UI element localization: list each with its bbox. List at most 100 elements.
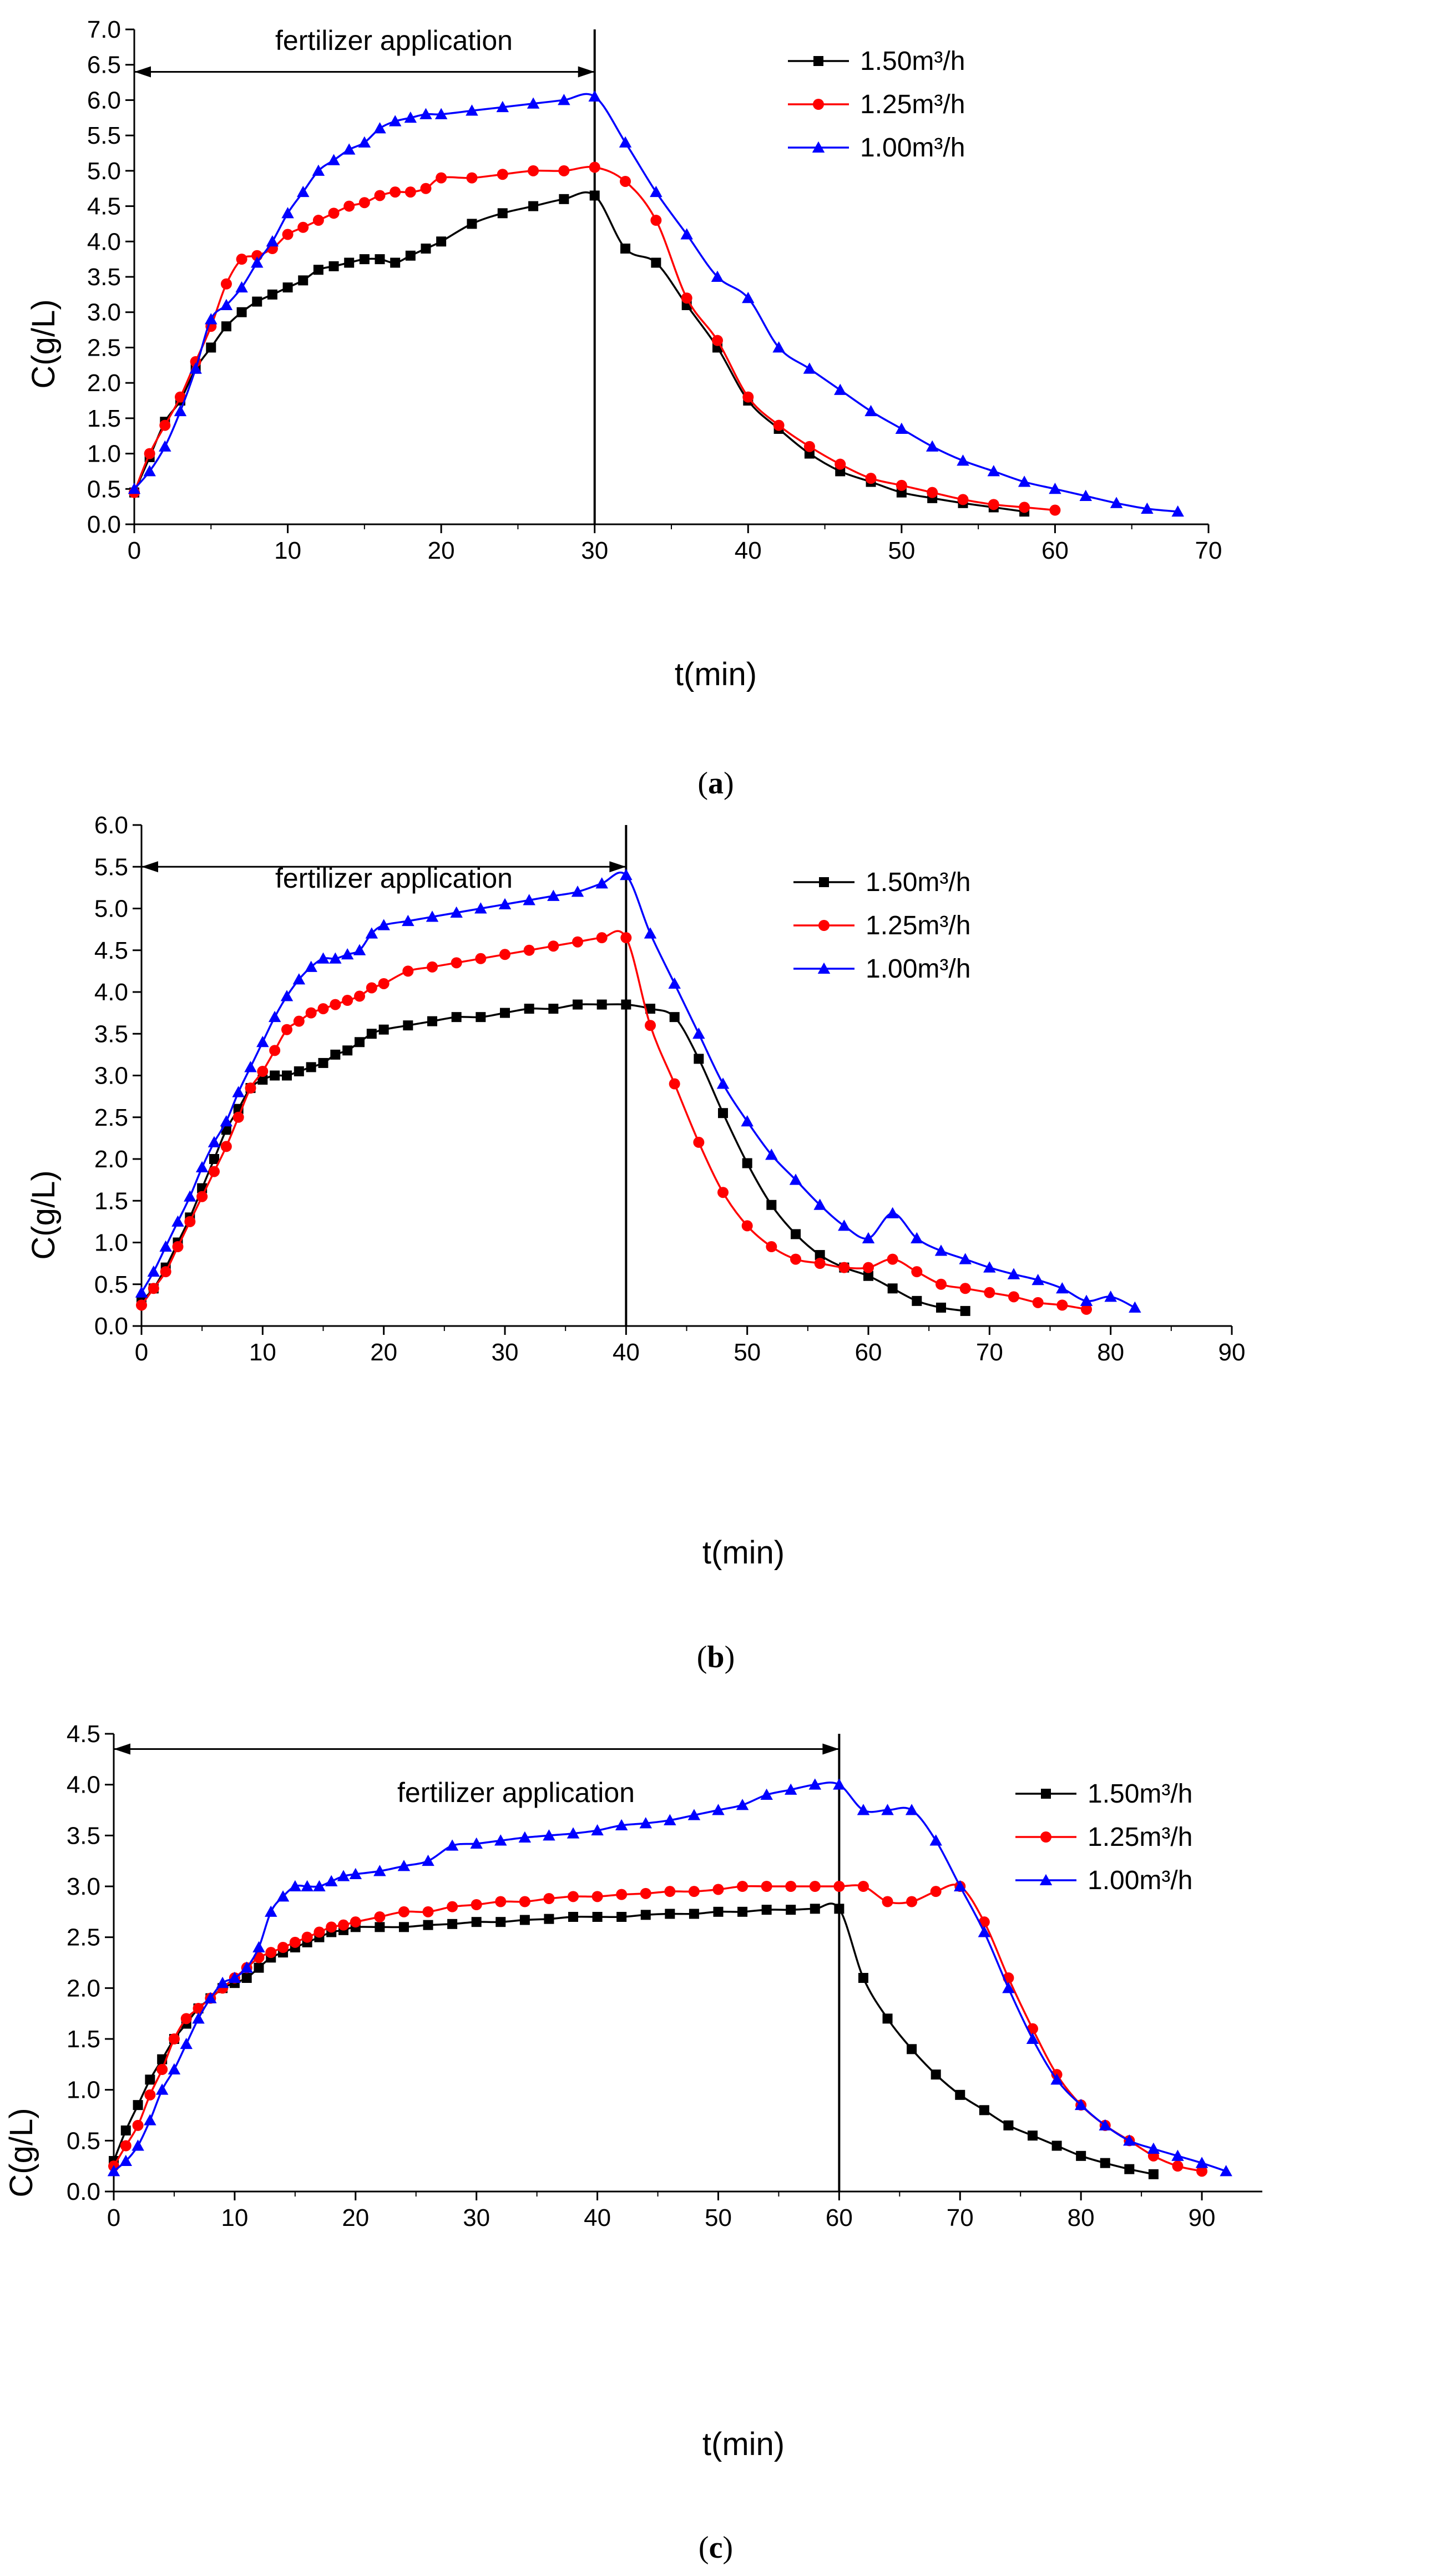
- data-point: [616, 1889, 628, 1900]
- data-point: [390, 257, 401, 268]
- data-point: [342, 143, 356, 155]
- data-point: [1007, 1268, 1020, 1279]
- data-point: [809, 1881, 821, 1892]
- legend-marker: [819, 877, 829, 887]
- data-point: [398, 1922, 409, 1932]
- data-point: [276, 1890, 290, 1902]
- panel-b: C(g/L) t(min) fertilizer application (b)…: [26, 812, 1245, 1674]
- x-tick-label: 10: [249, 1339, 276, 1366]
- data-point: [558, 165, 570, 176]
- data-point: [692, 1028, 705, 1039]
- data-point: [337, 1870, 350, 1881]
- data-point: [519, 1896, 530, 1907]
- legend-label: 1.00m³/h: [860, 133, 965, 163]
- data-point: [325, 1875, 338, 1886]
- data-point: [206, 342, 216, 353]
- x-tick-label: 20: [370, 1339, 397, 1366]
- x-tick-label: 50: [734, 1339, 761, 1366]
- data-point: [650, 185, 663, 198]
- data-point: [375, 1922, 385, 1932]
- legend-marker: [818, 920, 830, 931]
- data-point: [1081, 1303, 1092, 1315]
- data-point: [289, 1936, 301, 1948]
- data-point: [293, 1015, 305, 1027]
- ylabel: C(g/L): [3, 2108, 39, 2197]
- data-point: [1110, 497, 1123, 508]
- data-point: [766, 1241, 777, 1253]
- data-point: [772, 341, 785, 353]
- y-tick-label: 1.5: [87, 405, 121, 432]
- legend-entry: 1.00m³/h: [788, 133, 965, 163]
- data-point: [220, 1115, 233, 1127]
- data-point: [886, 1207, 899, 1218]
- x-tick-label: 30: [492, 1339, 519, 1366]
- data-point: [547, 889, 560, 901]
- data-point: [168, 2063, 181, 2074]
- data-point: [366, 982, 377, 994]
- data-point: [427, 1016, 437, 1026]
- data-point: [567, 1827, 580, 1839]
- data-point: [180, 2013, 192, 2025]
- data-point: [978, 1926, 991, 1937]
- data-point: [742, 391, 754, 403]
- data-point: [1056, 1299, 1068, 1311]
- y-tick-label: 2.5: [94, 1104, 128, 1131]
- data-point: [518, 1831, 532, 1843]
- x-tick-label: 80: [1068, 2204, 1095, 2231]
- y-tick-label: 5.5: [94, 853, 128, 880]
- data-point: [930, 1886, 942, 1897]
- data-point: [358, 197, 370, 209]
- data-point: [1147, 2142, 1160, 2154]
- data-point: [136, 1299, 147, 1311]
- data-point: [317, 952, 330, 964]
- data-point: [305, 1007, 317, 1019]
- data-point: [864, 404, 877, 417]
- data-point: [862, 1232, 875, 1243]
- data-point: [1002, 1982, 1015, 1993]
- data-point: [277, 1942, 289, 1953]
- data-point: [1171, 505, 1184, 517]
- data-point: [282, 229, 294, 240]
- y-tick-label: 4.0: [94, 979, 128, 1006]
- x-tick-label: 20: [342, 2204, 369, 2231]
- data-point: [298, 275, 309, 286]
- y-tick-label: 4.0: [87, 228, 121, 255]
- series-circle: [108, 1881, 1208, 2177]
- y-tick-label: 2.5: [87, 334, 121, 361]
- data-point: [791, 1229, 801, 1239]
- data-point: [834, 1904, 845, 1914]
- data-point: [548, 940, 559, 952]
- data-point: [329, 952, 342, 964]
- data-point: [180, 2037, 193, 2049]
- data-point: [784, 1783, 797, 1795]
- data-point: [790, 1253, 801, 1265]
- xlabel: t(min): [702, 2426, 785, 2462]
- data-point: [1003, 2120, 1014, 2130]
- data-point: [1099, 2119, 1111, 2130]
- data-point: [388, 115, 402, 126]
- series-line: [133, 191, 1025, 513]
- data-point: [803, 441, 815, 452]
- series-circle: [129, 161, 1061, 516]
- data-point: [959, 1283, 971, 1294]
- data-point: [436, 172, 447, 184]
- data-point: [466, 104, 478, 116]
- data-point: [741, 1115, 754, 1127]
- data-point: [813, 1198, 826, 1210]
- data-point: [355, 1037, 365, 1047]
- legend-label: 1.00m³/h: [1088, 1866, 1192, 1895]
- y-tick-label: 0.5: [94, 1271, 128, 1298]
- data-point: [476, 1012, 486, 1023]
- data-point: [929, 1834, 942, 1846]
- legend-entry: 1.25m³/h: [788, 90, 965, 119]
- series-triangle: [128, 90, 1184, 517]
- data-point: [983, 1261, 996, 1273]
- x-tick-label: 70: [976, 1339, 1003, 1366]
- data-point: [353, 944, 366, 955]
- data-point: [159, 1240, 172, 1252]
- data-point: [712, 1884, 724, 1895]
- data-point: [669, 1012, 680, 1023]
- data-point: [1195, 2157, 1208, 2168]
- data-point: [265, 1905, 277, 1917]
- data-point: [155, 2083, 169, 2095]
